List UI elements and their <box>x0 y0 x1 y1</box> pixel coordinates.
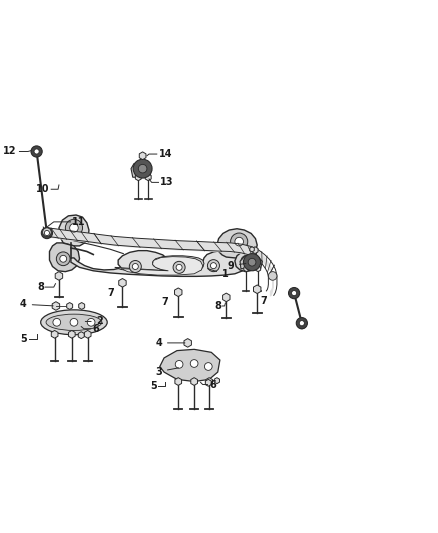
Polygon shape <box>223 293 230 302</box>
Polygon shape <box>174 288 182 296</box>
Circle shape <box>31 146 42 157</box>
Polygon shape <box>240 256 262 269</box>
Text: 1: 1 <box>208 269 229 279</box>
Circle shape <box>57 252 70 265</box>
Text: 6: 6 <box>209 379 216 390</box>
Circle shape <box>190 360 198 367</box>
Polygon shape <box>121 256 203 275</box>
Text: 3: 3 <box>155 367 179 377</box>
Polygon shape <box>244 265 249 272</box>
Circle shape <box>41 228 53 239</box>
Circle shape <box>42 228 51 237</box>
Circle shape <box>299 320 304 326</box>
Circle shape <box>175 360 183 368</box>
Text: 8: 8 <box>37 282 44 292</box>
Text: 2: 2 <box>85 317 103 326</box>
Circle shape <box>235 237 244 246</box>
Circle shape <box>129 261 141 272</box>
Polygon shape <box>49 243 80 272</box>
Circle shape <box>70 223 78 232</box>
Circle shape <box>176 264 182 270</box>
Text: 10: 10 <box>36 184 49 194</box>
Polygon shape <box>160 349 220 382</box>
Circle shape <box>297 320 306 329</box>
Text: 11: 11 <box>72 217 85 227</box>
Text: 8: 8 <box>214 301 221 311</box>
Circle shape <box>173 261 185 273</box>
Polygon shape <box>250 247 254 252</box>
Polygon shape <box>59 215 89 246</box>
Circle shape <box>248 259 256 266</box>
Text: 6: 6 <box>92 324 99 334</box>
Polygon shape <box>52 302 60 310</box>
Polygon shape <box>254 285 261 294</box>
Polygon shape <box>115 256 204 272</box>
Circle shape <box>70 318 78 326</box>
Circle shape <box>230 233 248 250</box>
Polygon shape <box>191 378 198 385</box>
Text: 4: 4 <box>20 299 53 309</box>
Circle shape <box>241 255 253 268</box>
Ellipse shape <box>46 314 102 330</box>
Polygon shape <box>235 252 257 272</box>
Polygon shape <box>139 152 146 159</box>
Polygon shape <box>135 174 141 181</box>
Polygon shape <box>79 303 85 310</box>
Polygon shape <box>68 330 75 338</box>
Ellipse shape <box>41 310 107 335</box>
Circle shape <box>65 219 82 237</box>
Circle shape <box>208 260 219 272</box>
Circle shape <box>34 149 39 154</box>
Circle shape <box>268 272 277 280</box>
Text: 7: 7 <box>162 297 168 306</box>
Polygon shape <box>205 379 211 386</box>
Circle shape <box>296 318 307 329</box>
Circle shape <box>210 263 216 269</box>
Circle shape <box>205 362 212 370</box>
Polygon shape <box>119 279 126 287</box>
Circle shape <box>132 263 138 270</box>
Polygon shape <box>71 251 249 277</box>
Circle shape <box>60 255 67 262</box>
Circle shape <box>244 259 250 264</box>
Circle shape <box>53 318 60 326</box>
Circle shape <box>138 164 147 173</box>
Polygon shape <box>175 378 182 385</box>
Polygon shape <box>145 174 151 181</box>
Text: 14: 14 <box>159 149 172 159</box>
Circle shape <box>44 230 49 236</box>
Polygon shape <box>131 164 151 177</box>
Polygon shape <box>206 378 212 385</box>
Polygon shape <box>85 330 91 338</box>
Text: 5: 5 <box>150 381 157 391</box>
Polygon shape <box>214 378 219 384</box>
Text: 7: 7 <box>261 296 267 306</box>
Circle shape <box>289 287 300 298</box>
Circle shape <box>292 290 297 296</box>
Polygon shape <box>51 330 58 338</box>
Circle shape <box>244 254 261 271</box>
Text: 7: 7 <box>107 288 114 298</box>
Text: 13: 13 <box>160 177 173 188</box>
Polygon shape <box>55 272 63 280</box>
Circle shape <box>87 318 95 326</box>
Polygon shape <box>78 332 84 338</box>
Circle shape <box>300 322 304 327</box>
Polygon shape <box>255 265 261 272</box>
Text: 12: 12 <box>4 147 17 157</box>
Polygon shape <box>67 303 73 310</box>
Polygon shape <box>252 247 258 254</box>
Polygon shape <box>184 338 191 347</box>
Text: 9: 9 <box>227 261 246 271</box>
Text: 4: 4 <box>155 338 185 348</box>
Polygon shape <box>217 229 257 261</box>
Circle shape <box>133 159 152 178</box>
Text: 5: 5 <box>20 335 27 344</box>
